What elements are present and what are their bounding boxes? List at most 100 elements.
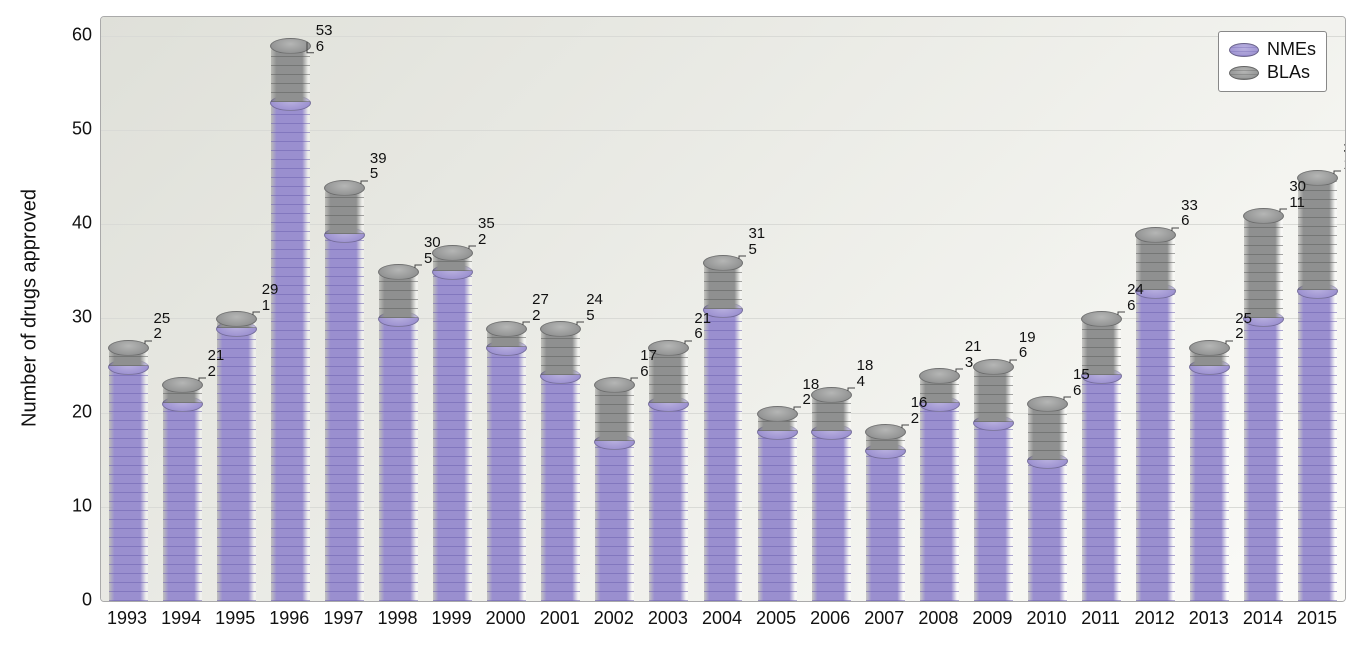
x-tick-label: 2014 [1243,608,1283,629]
value-bla: 5 [424,251,441,267]
bar-segment-bla [325,187,364,234]
y-tick-label: 50 [56,119,92,140]
value-nme: 25 [1235,311,1252,327]
bar-segment-nme [271,102,310,601]
value-nme: 17 [640,348,657,364]
bar-value-label: 156 [1073,367,1090,399]
value-bla: 12 [1343,157,1346,173]
x-tick-label: 1997 [323,608,363,629]
x-tick-label: 1999 [432,608,472,629]
bar-segment-nme [379,318,418,601]
value-bla: 4 [857,374,874,390]
value-bla: 2 [208,364,225,380]
legend-swatch [1229,43,1259,57]
x-tick-label: 2012 [1135,608,1175,629]
value-bla: 6 [1127,298,1144,314]
bar-value-label: 291 [262,282,279,314]
legend-swatch [1229,66,1259,80]
x-tick-label: 2006 [810,608,850,629]
x-tick-label: 2002 [594,608,634,629]
value-bla: 2 [478,232,495,248]
bar-segment-bla [541,328,580,375]
legend-label: BLAs [1267,61,1310,84]
bar-segment-nme [1028,460,1067,601]
bar-segment-bla [595,384,634,441]
value-nme: 35 [478,216,495,232]
bar-segment-nme [812,431,851,601]
bar-segment-nme [758,431,797,601]
gridline [101,36,1345,37]
x-tick-label: 1996 [269,608,309,629]
bar-value-label: 184 [857,358,874,390]
bar-value-label: 245 [586,292,603,324]
value-nme: 15 [1073,367,1090,383]
bar-segment-bla [866,431,905,450]
bar-value-label: 213 [965,339,982,371]
value-nme: 21 [694,311,711,327]
value-nme: 19 [1019,330,1036,346]
value-nme: 18 [857,358,874,374]
value-nme: 53 [316,23,333,39]
x-tick-label: 2015 [1297,608,1337,629]
value-nme: 33 [1181,198,1198,214]
x-tick-label: 1993 [107,608,147,629]
x-tick-label: 2001 [540,608,580,629]
x-tick-label: 2010 [1026,608,1066,629]
value-nme: 24 [1127,282,1144,298]
x-tick-label: 2013 [1189,608,1229,629]
bar-segment-nme [487,347,526,601]
bar-value-label: 196 [1019,330,1036,362]
bar-segment-nme [649,403,688,601]
plot-area: 2522122915363953053522722451762163151821… [100,16,1346,602]
x-tick-label: 1998 [377,608,417,629]
value-nme: 21 [208,348,225,364]
bar-segment-nme [325,234,364,601]
x-tick-label: 1995 [215,608,255,629]
bar-segment-bla [758,413,797,432]
legend: NMEsBLAs [1218,31,1327,92]
value-bla: 2 [154,326,171,342]
x-tick-label: 2009 [972,608,1012,629]
bar-value-label: 536 [316,23,333,55]
value-bla: 5 [370,166,387,182]
value-bla: 6 [1073,383,1090,399]
value-bla: 2 [911,411,928,427]
bar-segment-nme [920,403,959,601]
y-tick-label: 30 [56,307,92,328]
value-nme: 30 [1289,179,1306,195]
bar-segment-nme [704,309,743,601]
drug-approvals-chart: 2522122915363953053522722451762163151821… [0,0,1364,652]
bar-segment-nme [541,375,580,601]
bar-segment-bla [704,262,743,309]
bar-segment-nme [1298,290,1337,601]
bar-segment-nme [1190,366,1229,601]
y-tick-label: 10 [56,495,92,516]
bar-value-label: 162 [911,395,928,427]
legend-item: NMEs [1229,38,1316,61]
value-bla: 6 [694,326,711,342]
value-nme: 24 [586,292,603,308]
bar-segment-bla [974,366,1013,423]
value-nme: 18 [803,377,820,393]
value-bla: 2 [803,392,820,408]
bar-value-label: 252 [1235,311,1252,343]
x-tick-label: 2000 [486,608,526,629]
value-nme: 29 [262,282,279,298]
value-nme: 31 [748,226,765,242]
bar-segment-nme [1082,375,1121,601]
value-nme: 33 [1343,141,1346,157]
x-tick-label: 2008 [918,608,958,629]
bar-segment-bla [163,384,202,403]
bar-segment-bla [487,328,526,347]
bar-segment-nme [1244,318,1283,601]
bar-segment-bla [1190,347,1229,366]
value-bla: 5 [748,242,765,258]
bar-value-label: 305 [424,235,441,267]
x-tick-label: 2007 [864,608,904,629]
bar-segment-nme [1136,290,1175,601]
value-bla: 2 [1235,326,1252,342]
value-bla: 6 [640,364,657,380]
bar-segment-nme [163,403,202,601]
bar-segment-bla [271,45,310,102]
bar-value-label: 3011 [1289,179,1306,211]
